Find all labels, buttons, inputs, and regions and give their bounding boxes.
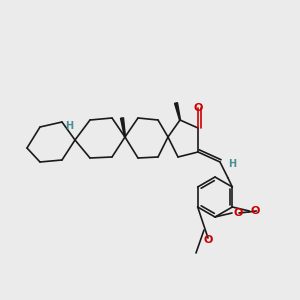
Text: O: O — [193, 103, 203, 113]
Text: H: H — [65, 121, 73, 131]
Polygon shape — [121, 118, 125, 137]
Text: O: O — [203, 235, 213, 245]
Text: H: H — [228, 159, 236, 169]
Text: O: O — [250, 206, 260, 216]
Polygon shape — [175, 103, 181, 120]
Text: O: O — [233, 208, 242, 218]
